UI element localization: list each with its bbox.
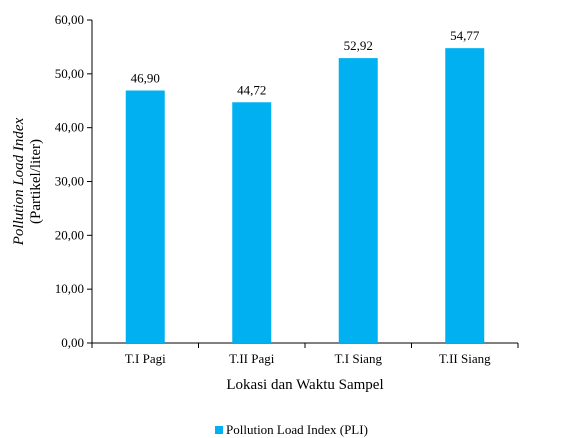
x-axis-title: Lokasi dan Waktu Sampel	[226, 377, 383, 393]
x-tick-label: T.I Siang	[335, 351, 383, 366]
y-axis-title: Pollution Load Index (Partikel/liter)	[11, 117, 44, 246]
y-tick-label: 20,00	[55, 227, 84, 242]
y-tick-label: 0,00	[61, 335, 84, 350]
bar-data-label: 54,77	[450, 28, 480, 43]
plot-area: 0,00 10,00 20,00 30,00 40,00 50,00 60,00 46,90 T…	[55, 12, 519, 366]
x-tick-label: T.II Siang	[439, 351, 491, 366]
x-tick-label: T.I Pagi	[125, 351, 166, 366]
y-tick-label: 10,00	[55, 281, 84, 296]
bar-data-label: 52,92	[344, 38, 373, 53]
legend-swatch	[215, 426, 223, 434]
y-axis-title-unit: (Partikel/liter)	[28, 139, 44, 224]
y-tick-label: 30,00	[55, 174, 84, 189]
legend: Pollution Load Index (PLI)	[215, 422, 368, 437]
bar	[232, 102, 272, 344]
bar-data-label: 44,72	[237, 82, 266, 97]
bar	[125, 90, 165, 343]
y-axis-title-main: Pollution Load Index	[11, 117, 27, 246]
legend-label: Pollution Load Index (PLI)	[226, 422, 368, 437]
bar	[445, 48, 485, 343]
y-tick-label: 60,00	[55, 12, 84, 27]
y-tick-label: 50,00	[55, 66, 84, 81]
x-tick-label: T.II Pagi	[229, 351, 275, 366]
bar-data-label: 46,90	[131, 71, 160, 86]
bar	[338, 58, 378, 343]
y-tick-label: 40,00	[55, 120, 84, 135]
